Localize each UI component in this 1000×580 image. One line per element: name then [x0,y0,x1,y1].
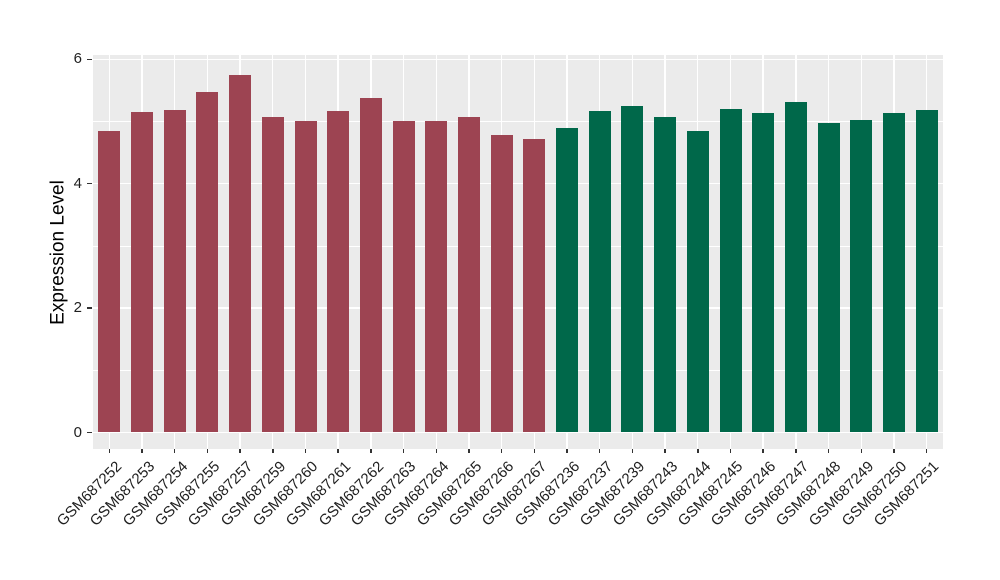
gridline-major [93,183,943,185]
bar [425,120,448,433]
y-tick-label: 2 [73,299,82,317]
bar [654,116,677,433]
x-tick-mark [435,449,438,453]
x-tick-mark [272,449,274,453]
bar [719,109,742,433]
bar [784,102,807,433]
y-tick-label: 4 [73,174,82,192]
y-tick-label: 0 [73,423,82,441]
y-tick-mark [87,431,92,434]
gridline-minor [93,245,943,247]
x-tick-mark [402,449,405,453]
x-tick-mark [893,449,895,453]
bar [196,91,219,433]
gridline-minor [93,121,943,122]
bar [817,123,840,433]
bar [327,110,350,433]
bar [490,134,513,433]
bar [850,120,873,433]
bar [294,120,317,433]
bar [98,130,121,433]
x-tick-mark [533,449,536,453]
y-tick-mark [87,307,92,309]
x-tick-mark [468,449,470,453]
bar [752,112,775,433]
bar [556,127,579,433]
y-axis-title: Expression Level [47,180,69,325]
gridline-minor [93,369,943,371]
x-tick-mark [141,449,143,453]
bar [457,116,480,433]
x-tick-mark [664,449,666,453]
gridline-major [93,58,943,60]
bar [915,110,938,433]
x-tick-mark [729,449,732,453]
x-tick-mark [860,449,863,453]
x-tick-mark [370,449,372,453]
x-tick-mark [925,449,928,453]
bar [588,110,611,433]
bar [163,110,186,433]
x-tick-mark [239,449,241,453]
x-tick-mark [762,449,764,453]
x-tick-mark [173,449,176,453]
x-tick-mark [304,449,307,453]
bar [131,112,154,433]
x-tick-mark [566,449,568,453]
x-tick-mark [598,449,601,453]
bar [229,74,252,433]
x-tick-mark [795,449,797,453]
x-tick-mark [206,449,209,453]
x-tick-mark [631,449,634,453]
y-tick-label: 6 [73,50,82,68]
gridline-major [93,431,943,434]
bar [523,138,546,433]
plot-panel [93,55,943,449]
bar [686,130,709,433]
gridline-major [93,307,943,309]
bar [261,116,284,433]
y-tick-mark [87,58,92,61]
bar [621,105,644,433]
x-tick-mark [827,449,830,453]
bar [882,112,905,433]
x-tick-mark [108,449,111,453]
y-tick-mark [87,182,92,185]
x-tick-mark [697,449,699,453]
bar [359,97,382,433]
bar [392,120,415,433]
x-tick-mark [500,449,503,453]
x-tick-mark [337,449,339,453]
